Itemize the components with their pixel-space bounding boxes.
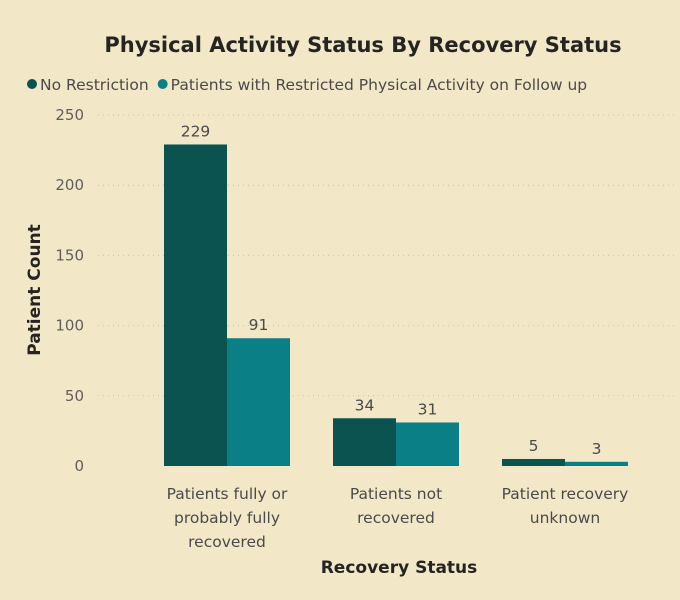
chart-title: Physical Activity Status By Recovery Sta… [104,33,621,57]
x-category-line: Patient recovery [502,485,629,503]
bar[interactable] [333,418,396,466]
bars [164,144,628,466]
y-axis-ticks: 0 50 100 150 200 250 [55,106,84,475]
x-category-line: unknown [530,509,600,527]
legend-label: No Restriction [40,76,149,94]
y-tick-label: 100 [55,317,84,335]
bar[interactable] [565,461,628,466]
bar[interactable] [396,422,459,466]
data-label: 229 [181,122,211,140]
y-axis-title: Patient Count [25,224,45,356]
legend: No Restriction Patients with Restricted P… [27,76,587,94]
x-category-label: Patients fully or probably fully recovered [167,485,288,551]
x-category-line: recovered [188,533,266,551]
data-label: 31 [418,400,438,418]
x-category-line: Patients not [350,485,442,503]
x-axis-categories: Patients fully or probably fully recovered… [167,485,629,551]
x-category-label: Patient recovery unknown [502,485,629,527]
x-category-line: Patients fully or [167,485,288,503]
data-labels: 229 34 5 91 31 3 [181,122,602,457]
legend-marker [27,79,37,89]
x-axis-title: Recovery Status [321,558,478,578]
y-tick-label: 250 [55,106,84,124]
data-label: 3 [592,440,602,458]
legend-label: Patients with Restricted Physical Activi… [171,76,587,94]
y-tick-label: 150 [55,246,84,264]
legend-marker [157,79,168,89]
bar[interactable] [227,338,290,466]
x-category-line: probably fully [174,509,280,527]
data-label: 5 [529,437,539,455]
x-category-line: recovered [357,509,435,527]
y-tick-label: 50 [65,387,84,405]
bar[interactable] [502,458,565,466]
bar[interactable] [164,144,227,466]
y-tick-label: 200 [55,176,84,194]
data-label: 34 [355,396,375,414]
x-category-label: Patients not recovered [350,485,442,527]
y-tick-label: 0 [74,457,84,475]
gridlines [98,114,675,397]
data-label: 91 [249,316,269,334]
